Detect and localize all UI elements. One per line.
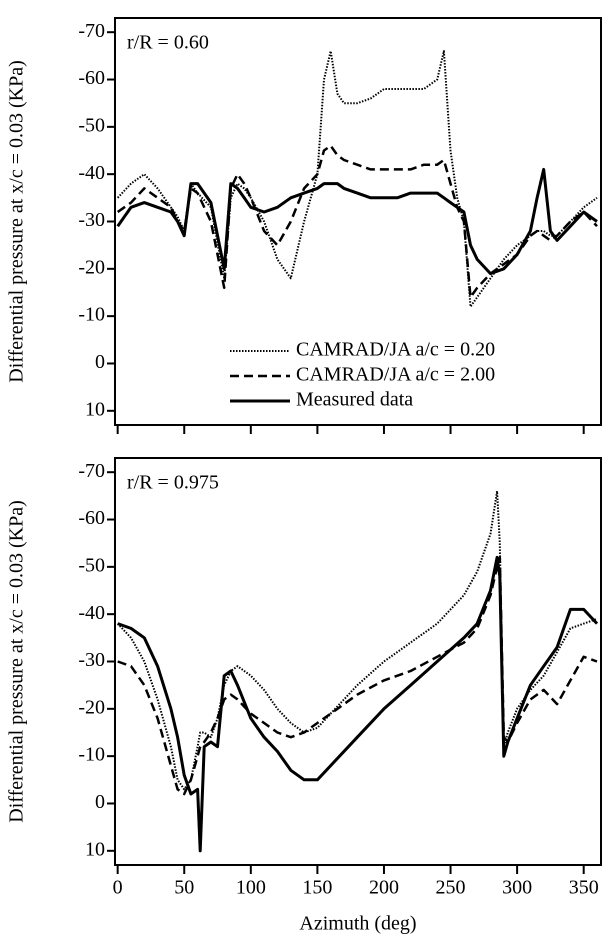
series-line	[116, 167, 598, 276]
y-tick-label: -50	[78, 114, 105, 136]
y-tick-label: -30	[78, 209, 105, 231]
x-tick-label: 200	[369, 877, 399, 899]
y-tick-label: -10	[78, 304, 105, 326]
y-tick-label: -20	[78, 696, 105, 718]
y-axis-label: Differential pressure at x/c = 0.03 (KPa…	[6, 500, 28, 822]
y-tick-label: -70	[78, 460, 105, 482]
y-tick-label: 10	[85, 398, 105, 420]
series-line	[116, 144, 598, 299]
y-tick-label: -20	[78, 256, 105, 278]
x-axis-label: Azimuth (deg)	[299, 913, 416, 935]
y-tick-label: -50	[78, 554, 105, 576]
legend-label: Measured data	[296, 389, 413, 411]
y-tick-label: -70	[78, 20, 105, 42]
y-tick-label: -30	[78, 649, 105, 671]
series-line	[116, 50, 598, 308]
x-tick-label: 250	[436, 877, 466, 899]
y-tick-label: -40	[78, 602, 105, 624]
x-tick-label: 0	[113, 877, 123, 899]
x-tick-label: 350	[569, 877, 599, 899]
series-line	[117, 556, 598, 796]
y-tick-label: -10	[78, 744, 105, 766]
legend-label: CAMRAD/JA a/c = 0.20	[296, 339, 495, 361]
annotation: r/R = 0.60	[127, 32, 209, 54]
legend-label: CAMRAD/JA a/c = 2.00	[296, 364, 495, 386]
x-tick-label: 150	[302, 877, 332, 899]
x-tick-label: 50	[174, 877, 194, 899]
y-axis-label: Differential pressure at x/c = 0.03 (KPa…	[6, 60, 28, 382]
y-tick-label: -60	[78, 507, 105, 529]
series-line	[117, 555, 599, 853]
y-tick-label: 0	[95, 351, 105, 373]
y-tick-label: 0	[95, 791, 105, 813]
y-tick-label: -60	[78, 67, 105, 89]
plot-frame	[114, 457, 602, 866]
annotation: r/R = 0.975	[127, 472, 219, 494]
series-line	[116, 490, 598, 791]
y-tick-label: -40	[78, 162, 105, 184]
x-tick-label: 300	[502, 877, 532, 899]
y-tick-label: 10	[85, 838, 105, 860]
x-tick-label: 100	[236, 877, 266, 899]
